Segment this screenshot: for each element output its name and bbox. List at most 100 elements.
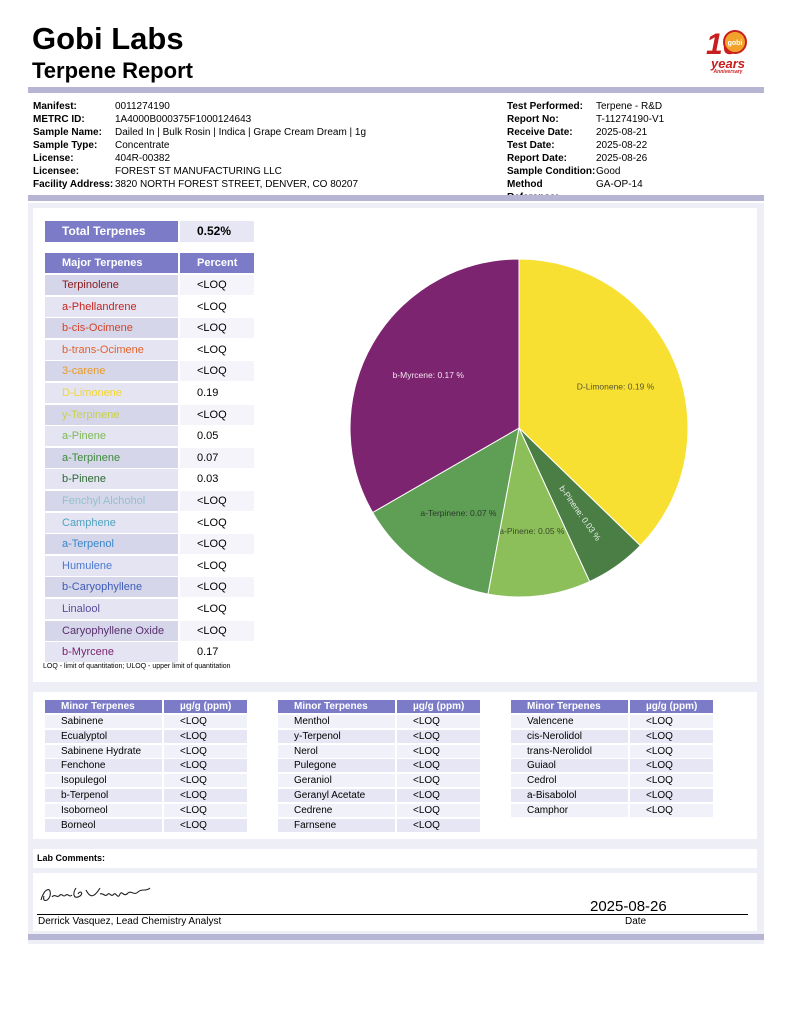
minor-terpene-value: <LOQ [397,818,480,832]
major-terpene-value: <LOQ [180,512,254,533]
minor-col-name: Minor Terpenes [45,700,162,713]
report-title: Terpene Report [32,58,193,83]
table-row: a-Pinene 0.05 [45,426,254,447]
meta-row: Manifest: 0011274190 [33,100,366,113]
minor-terpene-name: Guiaol [511,759,628,773]
meta-row: Test Date: 2025-08-22 [507,139,664,152]
loq-footnote: LOQ - limit of quantitation; ULOQ - uppe… [43,663,231,670]
meta-row: Report Date: 2025-08-26 [507,152,664,165]
table-row: b-Pinene 0.03 [45,469,254,490]
footer-divider [28,934,764,940]
major-terpene-name: b-Caryophyllene [45,577,178,598]
table-row: Camphene <LOQ [45,512,254,533]
major-terpene-value: <LOQ [180,491,254,511]
major-terpene-name: a-Pinene [45,426,178,447]
major-terpene-value: <LOQ [180,275,254,295]
major-terpene-name: Caryophyllene Oxide [45,620,178,641]
brand-name: Gobi Labs [32,21,184,56]
minor-terpene-name: Fenchone [45,759,162,773]
major-terpene-name: a-Terpinene [45,447,178,468]
minor-terpene-value: <LOQ [164,774,247,788]
major-terpene-value: <LOQ [180,404,254,425]
lab-comments-label: Lab Comments: [37,853,106,863]
minor-terpene-value: <LOQ [164,818,247,832]
major-terpene-value: 0.05 [180,426,254,447]
terpene-pie-chart: D-Limonene: 0.19 %b-Pinene: 0.03 %a-Pine… [349,258,689,598]
minor-table: Minor Terpenes µg/g (ppm) Valencene <LOQ cis… [511,700,713,830]
major-terpene-name: y-Terpinene [45,404,178,425]
minor-terpene-name: Isoborneol [45,803,162,817]
major-terpene-name: D-Limonene [45,383,178,403]
pie-slice-label: b-Myrcene: 0.17 % [393,370,465,380]
minor-terpene-name: trans-Nerolidol [511,744,628,758]
table-row: Caryophyllene Oxide <LOQ [45,620,254,641]
minor-col-value: µg/g (ppm) [164,700,247,713]
pie-slice [371,427,520,595]
table-row: Linalool <LOQ [45,599,254,619]
meta-value: 2025-08-26 [596,153,648,164]
major-terpene-value: <LOQ [180,318,254,339]
table-row: a-Phellandrene <LOQ [45,296,254,317]
logo-years-text: years [711,56,745,71]
minor-terpene-name: Sabinene Hydrate [45,744,162,758]
major-terpene-name: b-Myrcene [45,642,178,663]
minor-terpene-value: <LOQ [630,744,713,758]
minor-col-value: µg/g (ppm) [630,700,713,713]
table-row: b-Myrcene 0.17 [45,642,254,663]
table-row: Fenchyl Alchohol <LOQ [45,491,254,511]
major-terpene-name: b-Pinene [45,469,178,490]
minor-terpene-value: <LOQ [164,759,247,773]
meta-label: Facility Address: [33,179,114,190]
major-terpene-name: 3-carene [45,361,178,382]
meta-value: 404R-00382 [115,153,171,164]
major-terpene-value: <LOQ [180,599,254,619]
report-header: Gobi Labs Terpene Report [32,22,193,84]
meta-row: Facility Address: 3820 NORTH FOREST STREE… [33,178,366,191]
minor-terpene-value: <LOQ [164,729,247,743]
minor-terpene-name: Farnsene [278,818,395,832]
major-terpene-name: a-Phellandrene [45,296,178,317]
major-terpene-value: 0.19 [180,383,254,403]
table-row: b-cis-Ocimene <LOQ [45,318,254,339]
sample-info: Manifest: 0011274190 METRC ID: 1A4000B00037… [33,100,366,191]
logo-anniversary-text: Anniversary [713,69,743,75]
minor-terpene-name: b-Terpenol [45,789,162,802]
meta-value: 1A4000B000375F1000124643 [115,114,252,125]
meta-row: Receive Date: 2025-08-21 [507,126,664,139]
meta-row: Sample Type: Concentrate [33,139,366,152]
pie-slice [487,426,591,598]
minor-terpene-name: Nerol [278,744,395,758]
major-terpene-name: b-cis-Ocimene [45,318,178,339]
major-terpene-value: <LOQ [180,577,254,598]
table-row: a-Terpenol <LOQ [45,534,254,555]
meta-value: T-11274190-V1 [596,114,665,125]
meta-row: Licensee: FOREST ST MANUFACTURING LLC [33,165,366,178]
minor-terpene-name: Pulegone [278,759,395,773]
anniversary-logo-icon: 10 gobi [706,28,747,61]
meta-label: Sample Name: [33,127,102,138]
minor-terpene-value: <LOQ [630,715,713,728]
pie-slice-label: D-Limonene: 0.19 % [577,381,655,391]
major-terpene-name: b-trans-Ocimene [45,339,178,360]
major-terpene-value: <LOQ [180,339,254,360]
minor-terpene-value: <LOQ [630,789,713,802]
minor-terpene-value: <LOQ [397,715,480,728]
minor-terpene-name: y-Terpenol [278,729,395,743]
header-divider [28,87,764,93]
minor-terpene-name: cis-Nerolidol [511,729,628,743]
minor-table: Minor Terpenes µg/g (ppm) Menthol <LOQ y-Ter… [278,700,480,832]
minor-terpene-value: <LOQ [164,803,247,817]
minor-terpene-value: <LOQ [630,729,713,743]
meta-label: Test Performed: [507,101,583,112]
meta-label: Manifest: [33,101,77,112]
table-row: 3-carene <LOQ [45,361,254,382]
major-terpene-name: a-Terpenol [45,534,178,555]
major-terpene-name: Fenchyl Alchohol [45,491,178,511]
minor-terpene-value: <LOQ [397,744,480,758]
meta-label: Sample Condition: [507,166,596,177]
pie-slice-label: a-Terpinene: 0.07 % [420,508,497,518]
meta-value: Terpene - R&D [596,101,663,112]
minor-col-name: Minor Terpenes [511,700,628,713]
minor-terpene-value: <LOQ [397,774,480,788]
minor-table: Minor Terpenes µg/g (ppm) Sabinene <LOQ Ecua… [45,700,247,832]
